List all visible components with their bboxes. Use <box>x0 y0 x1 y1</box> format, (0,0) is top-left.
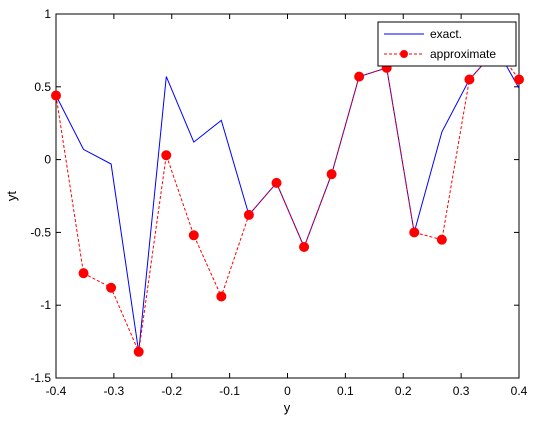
axis-ticks <box>55 13 520 379</box>
x-tick-label: 0 <box>284 384 291 398</box>
data-point <box>326 169 337 180</box>
data-point <box>161 150 172 161</box>
data-point <box>216 291 227 302</box>
x-tick-label: 0.1 <box>337 384 354 398</box>
y-tick-label: 0 <box>44 153 51 167</box>
x-tick-label: -0.1 <box>219 384 240 398</box>
data-point <box>514 74 524 85</box>
y-tick-label: 1 <box>44 7 51 21</box>
legend-box <box>377 21 517 67</box>
legend: exact. approximate <box>377 21 517 67</box>
data-point <box>299 241 310 252</box>
y-tick-label: -1 <box>40 298 51 312</box>
data-point <box>464 74 475 85</box>
x-tick-label: -0.4 <box>46 384 67 398</box>
y-axis-label: yt <box>4 191 19 202</box>
data-point <box>271 177 282 188</box>
x-tick-label: 0.3 <box>453 384 470 398</box>
legend-label-exact: exact. <box>430 27 462 41</box>
x-tick-label: -0.2 <box>161 384 182 398</box>
x-tick-label: 0.2 <box>395 384 412 398</box>
data-point <box>106 282 117 293</box>
data-point <box>133 346 144 357</box>
data-point <box>78 268 89 279</box>
tick-labels: -0.4 -0.3 -0.2 -0.1 0 0.1 0.2 0.3 0.4 -1.5 -1 -0.5 0… <box>30 7 527 398</box>
y-tick-label: 0.5 <box>34 80 51 94</box>
y-tick-label: -1.5 <box>30 371 51 385</box>
data-point <box>354 71 365 82</box>
x-tick-label: 0.4 <box>511 384 528 398</box>
legend-marker-approximate <box>400 50 408 58</box>
data-point <box>188 230 199 241</box>
data-point <box>409 227 420 238</box>
x-tick-label: -0.3 <box>104 384 125 398</box>
x-axis-label: y <box>284 400 291 415</box>
series-line-0 <box>55 48 520 352</box>
data-point <box>243 209 254 220</box>
legend-label-approximate: approximate <box>430 47 496 61</box>
data-point <box>51 90 61 101</box>
data-point <box>436 234 447 245</box>
y-tick-label: -0.5 <box>30 225 51 239</box>
